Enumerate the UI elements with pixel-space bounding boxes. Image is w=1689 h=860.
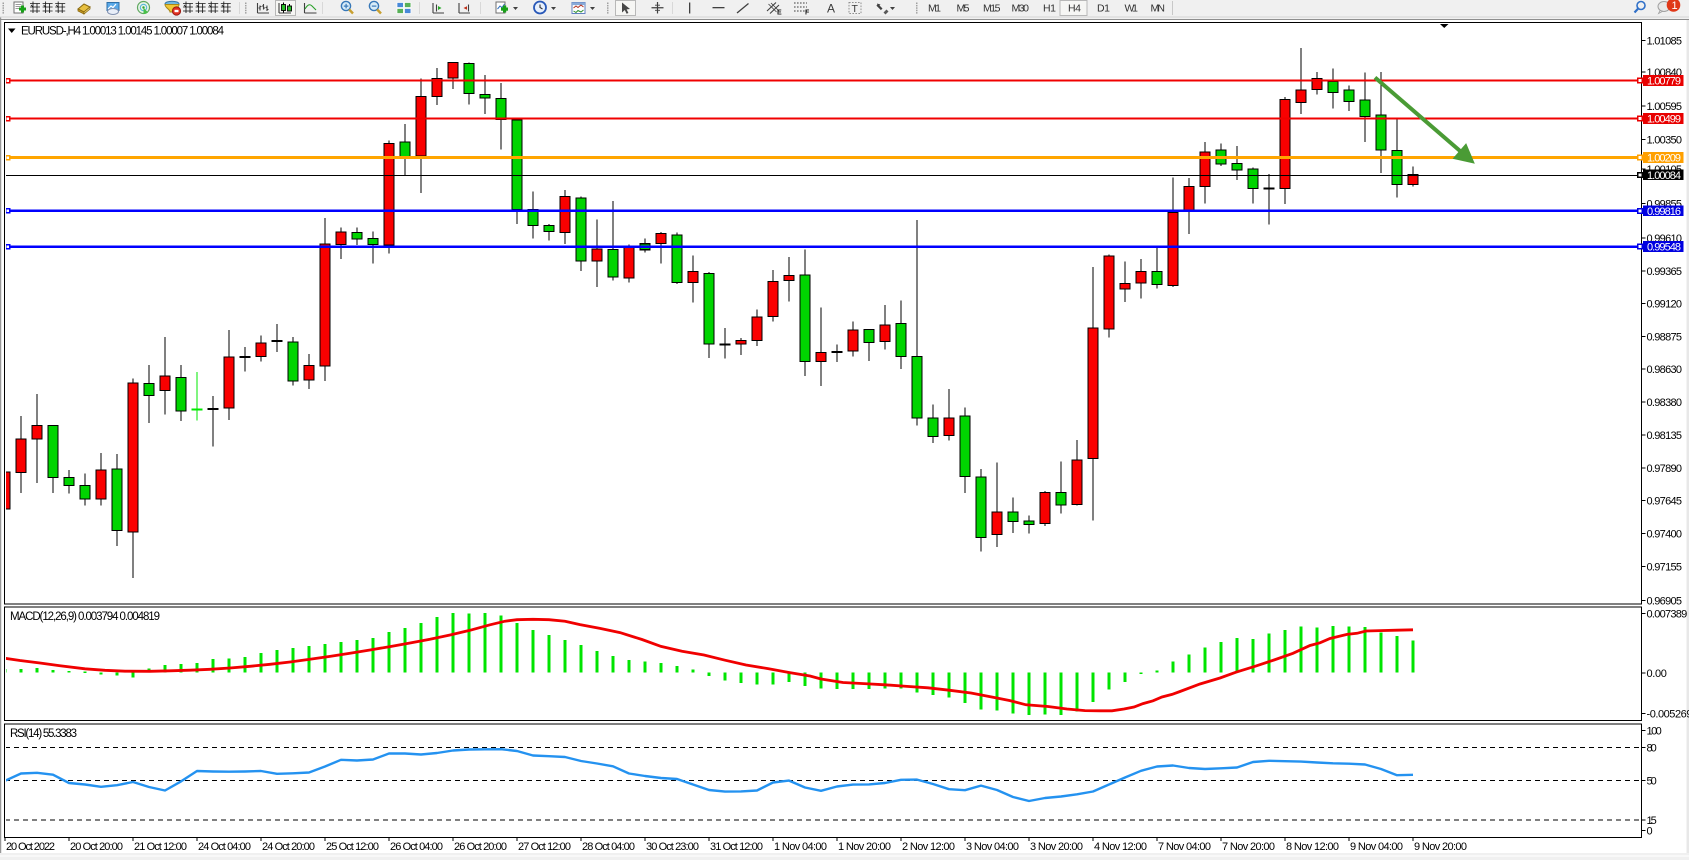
svg-text:0.98630: 0.98630 [1647,364,1683,376]
svg-text:EURUSD-,H4 1.00013 1.00145 1.: EURUSD-,H4 1.00013 1.00145 1.00007 1.000… [21,26,225,38]
svg-text:31 Oct 12:00: 31 Oct 12:00 [710,841,763,853]
svg-text:A: A [827,2,835,16]
svg-text:1.00499: 1.00499 [1647,114,1681,126]
svg-text:0.97400: 0.97400 [1647,529,1683,541]
svg-text:M1: M1 [928,3,941,15]
svg-text:0.99365: 0.99365 [1647,266,1683,278]
svg-text:M5: M5 [957,3,970,15]
svg-text:7 Nov 04:00: 7 Nov 04:00 [1158,841,1211,853]
svg-text:50: 50 [1647,776,1657,788]
svg-text:100: 100 [1647,726,1662,738]
svg-text:MACD(12,26,9) 0.003794 0.00481: MACD(12,26,9) 0.003794 0.004819 [10,611,160,623]
svg-text:1.00084: 1.00084 [1647,170,1681,182]
svg-text:0.007389: 0.007389 [1647,609,1688,621]
svg-text:24 Oct 04:00: 24 Oct 04:00 [198,841,251,853]
svg-text:H4: H4 [1068,3,1081,15]
svg-text:1 Nov 04:00: 1 Nov 04:00 [774,841,827,853]
svg-text:8 Nov 12:00: 8 Nov 12:00 [1286,841,1339,853]
svg-text:15: 15 [1647,815,1657,827]
svg-text:1.01085: 1.01085 [1647,36,1683,48]
svg-text:0.99816: 0.99816 [1647,206,1681,218]
svg-text:20 Oct 20:00: 20 Oct 20:00 [70,841,123,853]
svg-text:4 Nov 12:00: 4 Nov 12:00 [1094,841,1147,853]
svg-text:1.00595: 1.00595 [1647,101,1683,113]
svg-text:3 Nov 20:00: 3 Nov 20:00 [1030,841,1083,853]
svg-text:0.96905: 0.96905 [1647,596,1683,608]
svg-text:1.00209: 1.00209 [1647,153,1681,165]
svg-text:28 Oct 04:00: 28 Oct 04:00 [582,841,635,853]
svg-text:T: T [852,3,859,15]
svg-text:MN: MN [1151,3,1166,15]
svg-text:H1: H1 [1043,3,1056,15]
svg-text:25 Oct 12:00: 25 Oct 12:00 [326,841,379,853]
svg-text:7 Nov 20:00: 7 Nov 20:00 [1222,841,1275,853]
svg-text:M15: M15 [983,3,1001,15]
svg-text:9 Nov 20:00: 9 Nov 20:00 [1414,841,1467,853]
svg-text:0.98380: 0.98380 [1647,397,1683,409]
svg-text:M30: M30 [1012,3,1030,15]
svg-text:30 Oct 23:00: 30 Oct 23:00 [646,841,699,853]
svg-text:0.99120: 0.99120 [1647,299,1683,311]
svg-text:2 Nov 12:00: 2 Nov 12:00 [902,841,955,853]
svg-text:D1: D1 [1097,3,1110,15]
svg-text:0.99548: 0.99548 [1647,242,1681,254]
svg-text:24 Oct 20:00: 24 Oct 20:00 [262,841,315,853]
svg-text:0.98135: 0.98135 [1647,430,1683,442]
svg-text:0.97645: 0.97645 [1647,496,1683,508]
svg-text:1.00350: 1.00350 [1647,135,1683,147]
svg-text:0: 0 [1647,825,1653,837]
svg-text:1 Nov 20:00: 1 Nov 20:00 [838,841,891,853]
svg-text:9 Nov 04:00: 9 Nov 04:00 [1350,841,1403,853]
svg-text:-0.005269: -0.005269 [1647,709,1689,721]
svg-text:3 Nov 04:00: 3 Nov 04:00 [966,841,1019,853]
svg-text:0.98875: 0.98875 [1647,331,1683,343]
svg-text:0.97890: 0.97890 [1647,463,1683,475]
svg-text:1: 1 [1672,0,1678,12]
svg-text:F: F [805,10,810,17]
svg-text:26 Oct 04:00: 26 Oct 04:00 [390,841,443,853]
svg-text:80: 80 [1647,743,1657,755]
svg-text:0.00: 0.00 [1647,668,1667,680]
svg-text:W1: W1 [1125,3,1139,15]
svg-text:E: E [777,10,782,17]
svg-text:27 Oct 12:00: 27 Oct 12:00 [518,841,571,853]
svg-text:21 Oct 12:00: 21 Oct 12:00 [134,841,187,853]
svg-text:20 Oct 2022: 20 Oct 2022 [6,841,55,853]
svg-text:26 Oct 20:00: 26 Oct 20:00 [454,841,507,853]
svg-text:1.00779: 1.00779 [1647,76,1681,88]
svg-text:RSI(14) 55.3383: RSI(14) 55.3383 [10,728,77,740]
svg-text:0.97155: 0.97155 [1647,561,1683,573]
